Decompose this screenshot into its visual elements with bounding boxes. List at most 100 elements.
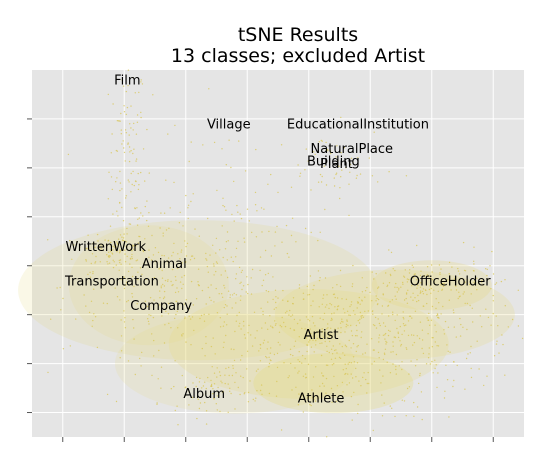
- data-point: [305, 316, 308, 318]
- data-point: [324, 340, 326, 343]
- data-point: [486, 274, 488, 277]
- data-point: [456, 364, 458, 367]
- data-point: [309, 403, 311, 406]
- data-point: [172, 251, 174, 254]
- class-label: Company: [130, 299, 192, 314]
- data-point: [151, 302, 153, 304]
- data-point: [397, 336, 400, 339]
- data-point: [198, 407, 201, 410]
- data-point: [321, 331, 324, 333]
- data-point: [412, 344, 414, 346]
- data-point: [289, 327, 292, 330]
- data-point: [323, 165, 326, 167]
- data-point: [360, 317, 363, 319]
- data-point: [179, 211, 181, 214]
- data-point: [201, 289, 204, 292]
- data-point: [94, 316, 97, 318]
- data-point: [373, 131, 375, 133]
- data-point: [440, 284, 442, 286]
- data-point: [342, 321, 344, 323]
- subtitle-text: 13 classes; excluded Artist: [171, 45, 425, 67]
- data-point: [127, 142, 129, 144]
- data-point: [154, 247, 157, 249]
- data-point: [419, 274, 422, 277]
- data-point: [127, 299, 129, 302]
- data-point: [378, 334, 381, 336]
- data-point: [228, 139, 230, 141]
- data-point: [117, 238, 120, 240]
- data-point: [426, 302, 428, 305]
- data-point: [334, 357, 337, 359]
- data-point: [163, 342, 166, 344]
- data-point: [304, 328, 306, 330]
- data-point: [189, 259, 192, 261]
- data-point: [256, 390, 258, 392]
- data-point: [490, 324, 492, 326]
- data-point: [308, 395, 310, 398]
- data-point: [384, 338, 386, 340]
- data-point: [318, 141, 320, 143]
- data-point: [379, 324, 381, 327]
- data-point: [382, 322, 385, 324]
- density-region: [68, 225, 229, 346]
- data-point: [280, 144, 283, 146]
- class-label: NaturalPlace: [311, 142, 394, 157]
- data-point: [226, 324, 228, 326]
- data-point: [227, 383, 229, 385]
- data-point: [290, 362, 292, 365]
- data-point: [313, 351, 315, 353]
- data-point: [261, 284, 263, 287]
- data-point: [298, 393, 300, 395]
- data-point: [138, 91, 140, 94]
- data-point: [403, 299, 406, 301]
- data-point: [113, 246, 116, 248]
- data-point: [132, 170, 134, 173]
- data-point: [439, 273, 441, 276]
- data-point: [395, 298, 397, 300]
- data-point: [348, 314, 350, 316]
- data-point: [385, 272, 387, 274]
- data-point: [254, 204, 257, 206]
- data-point: [205, 336, 207, 338]
- data-point: [358, 296, 360, 299]
- data-point: [149, 297, 152, 299]
- data-point: [375, 300, 377, 302]
- data-point: [330, 327, 332, 329]
- data-point: [165, 179, 167, 181]
- data-point: [135, 180, 137, 183]
- data-point: [110, 176, 113, 178]
- data-point: [92, 242, 95, 244]
- data-point: [420, 282, 422, 284]
- data-point: [221, 296, 224, 298]
- data-point: [184, 394, 187, 397]
- data-point: [298, 284, 301, 286]
- data-point: [430, 264, 433, 266]
- data-point: [361, 314, 363, 317]
- data-point: [346, 319, 348, 321]
- data-point: [457, 297, 459, 300]
- data-point: [359, 173, 362, 175]
- data-point: [402, 323, 405, 325]
- data-point: [438, 302, 440, 304]
- data-point: [233, 359, 236, 362]
- data-point: [394, 319, 396, 322]
- data-point: [137, 278, 139, 281]
- data-point: [110, 244, 112, 246]
- data-point: [213, 141, 216, 144]
- data-point: [219, 326, 222, 328]
- data-point: [115, 78, 117, 80]
- data-point: [97, 240, 99, 242]
- data-point: [277, 297, 279, 299]
- data-point: [126, 227, 128, 230]
- data-point: [169, 207, 171, 209]
- data-point: [216, 409, 218, 411]
- data-point: [399, 340, 401, 342]
- data-point: [148, 212, 150, 214]
- density-region: [371, 260, 492, 311]
- data-point: [139, 267, 142, 269]
- data-point: [304, 227, 307, 230]
- data-point: [133, 248, 135, 250]
- data-point: [152, 316, 155, 319]
- data-point: [135, 245, 137, 247]
- data-point: [264, 322, 267, 324]
